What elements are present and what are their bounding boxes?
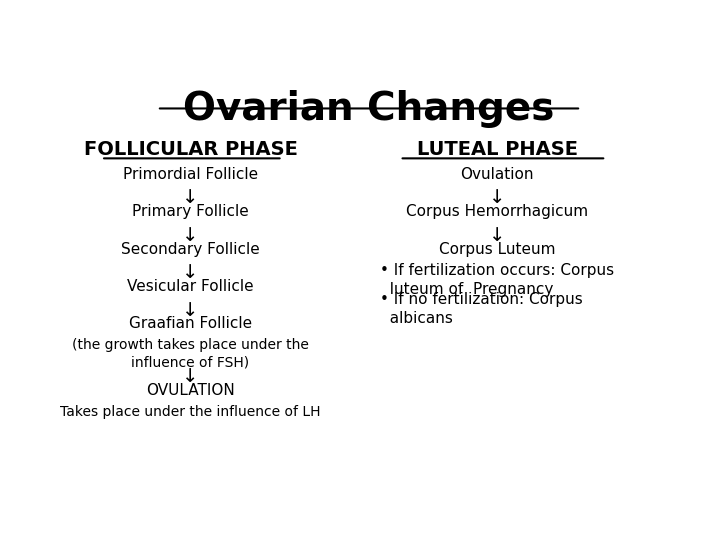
Text: OVULATION: OVULATION: [146, 383, 235, 398]
Text: • If fertilization occurs: Corpus
  luteum of  Pregnancy: • If fertilization occurs: Corpus luteum…: [380, 263, 614, 297]
Text: • If no fertilization: Corpus
  albicans: • If no fertilization: Corpus albicans: [380, 292, 583, 326]
Text: ↓: ↓: [182, 301, 199, 320]
Text: (the growth takes place under the
influence of FSH): (the growth takes place under the influe…: [72, 338, 309, 369]
Text: ↓: ↓: [489, 226, 505, 245]
Text: ↓: ↓: [182, 263, 199, 282]
Text: Ovarian Changes: Ovarian Changes: [184, 90, 554, 128]
Text: ↓: ↓: [182, 226, 199, 245]
Text: ↓: ↓: [182, 188, 199, 207]
Text: Corpus Luteum: Corpus Luteum: [439, 241, 556, 256]
Text: Ovulation: Ovulation: [461, 167, 534, 181]
Text: Graafian Follicle: Graafian Follicle: [129, 316, 252, 332]
Text: Primordial Follicle: Primordial Follicle: [123, 167, 258, 181]
Text: ↓: ↓: [489, 188, 505, 207]
Text: Vesicular Follicle: Vesicular Follicle: [127, 279, 253, 294]
Text: FOLLICULAR PHASE: FOLLICULAR PHASE: [84, 140, 297, 159]
Text: Corpus Hemorrhagicum: Corpus Hemorrhagicum: [406, 204, 588, 219]
Text: Takes place under the influence of LH: Takes place under the influence of LH: [60, 404, 320, 418]
Text: Secondary Follicle: Secondary Follicle: [121, 241, 260, 256]
Text: ↓: ↓: [182, 367, 199, 386]
Text: LUTEAL PHASE: LUTEAL PHASE: [417, 140, 578, 159]
Text: Primary Follicle: Primary Follicle: [132, 204, 249, 219]
